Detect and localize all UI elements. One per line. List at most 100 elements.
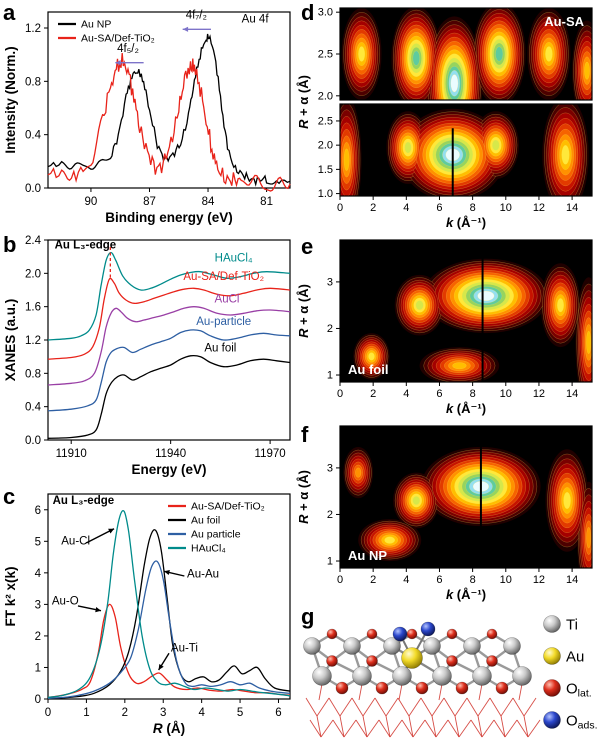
annotation-arrowhead [158, 664, 164, 670]
y-tick-label: 0.4 [25, 130, 42, 142]
x-tick-label: 12 [533, 574, 545, 586]
atom-o-lattice [455, 681, 469, 695]
atom-o-lattice [446, 655, 458, 667]
panel-a-xps-chart: 90 87 84 81 0.0 0.4 0.8 1.2 Binding energy (eV) I… [3, 10, 291, 225]
wireframe-line [389, 719, 403, 738]
atom-o-ads [420, 621, 436, 637]
atom-ti [343, 637, 361, 655]
y-tick-label: 2.0 [25, 268, 41, 280]
annotation-arrowhead [95, 607, 101, 613]
y-tick-label: 0 [35, 694, 41, 706]
axis-title-y: FT k² x(k) [3, 566, 18, 626]
y-tick-label: 2 [35, 631, 41, 643]
annotation-text: AuCl [215, 294, 240, 306]
panel-letter-a: a [3, 0, 16, 25]
wireframe-line [424, 719, 437, 738]
x-tick-label: 0 [337, 574, 343, 586]
x-tick-label: 0 [45, 707, 51, 719]
wireframe-line [470, 719, 483, 738]
contour-level [343, 148, 350, 171]
y-tick-label: 1 [327, 556, 333, 568]
atom-ti [463, 637, 481, 655]
legend-sphere [543, 711, 561, 729]
contour-level [404, 141, 412, 154]
axis-title-x: Binding energy (eV) [105, 210, 233, 225]
panel-g-structure-model: Ti Au Olat. Oads. [303, 615, 598, 738]
series-line-haucl- [47, 510, 291, 699]
y-tick-label: 2.4 [25, 235, 42, 247]
x-tick-label: 11940 [155, 448, 186, 460]
y-tick-label: 0.0 [25, 435, 41, 447]
series-line-au-sa-def-tio- [47, 52, 291, 192]
wireframe-line [339, 697, 353, 717]
axis-title-x: k (Å⁻¹) [446, 215, 486, 230]
map-border [339, 239, 593, 383]
wireframe-line [408, 697, 422, 717]
contour-level [477, 290, 495, 302]
map-label: Au foil [348, 362, 388, 377]
annotation-text: Au L₃-edge [53, 495, 115, 507]
y-tick-label: 1.6 [25, 302, 41, 314]
annotation-arrowhead [115, 60, 121, 66]
y-tick-label: 3 [327, 462, 333, 474]
x-tick-label: 11910 [56, 448, 87, 460]
y-tick-label: 0.0 [25, 183, 41, 195]
wireframe-line [489, 697, 502, 717]
atom-ti [383, 637, 401, 655]
wireframe-line [477, 697, 491, 717]
map-label: Au NP [348, 548, 387, 563]
wireframe-line [523, 715, 529, 738]
panel-letter-g: g [301, 604, 315, 629]
annotation-text: Au-Cl [61, 535, 90, 547]
wireframe-line [431, 715, 437, 738]
wireframe-line [458, 719, 472, 738]
wireframe-line [318, 683, 323, 701]
legend-label: Au [566, 649, 584, 666]
map-border [339, 103, 593, 197]
contour-level [563, 491, 571, 510]
series-line-au-particle [47, 329, 291, 412]
contour-level [368, 352, 375, 361]
map-border [339, 425, 593, 569]
x-tick-label: 6 [436, 202, 442, 214]
x-tick-label: 8 [470, 574, 476, 586]
atom-ti [503, 637, 521, 655]
contour-level [586, 527, 592, 549]
series-line-au-sa-def-tio- [47, 277, 291, 360]
panel-letter-f: f [301, 422, 309, 447]
wireframe-line [527, 719, 541, 738]
axis-title-x: k (Å⁻¹) [446, 401, 486, 416]
axis-title-x: Energy (eV) [131, 462, 206, 477]
x-tick-label: 11970 [255, 448, 286, 460]
x-tick-label: 3 [160, 707, 166, 719]
annotation-text: Au-Au [187, 569, 219, 581]
annotation-text: Au-particle [196, 316, 251, 328]
axis-title-y: R + α (Å) [296, 284, 311, 338]
panel-c-exafs-chart: 0 1 2 3 4 5 6 0 1 2 3 4 5 6 R (Å) FT k² x(k) Au-SA/Def-T… [3, 493, 291, 736]
wireframe-line [518, 683, 523, 701]
wireframe-line [466, 697, 479, 717]
contour-level [412, 495, 421, 506]
x-tick-label: 8 [470, 388, 476, 400]
wavelet-map [340, 240, 592, 382]
annotation-arrowhead [182, 26, 189, 32]
wireframe-line [305, 697, 318, 717]
legend-label: Au-SA/Def-TiO₂ [81, 33, 155, 45]
panel-letter-c: c [3, 484, 16, 509]
wireframe-line [478, 683, 483, 701]
wireframe-line [351, 697, 364, 717]
atom-ti [472, 666, 492, 686]
axis-title-y: XANES (a.u.) [3, 299, 18, 382]
panel-e-wavelet-au-foil: Au foil 3 2 10 2 4 6 8 10 12 14 k (Å⁻¹) R + α (Å) [296, 239, 593, 416]
x-tick-label: 12 [533, 202, 545, 214]
contour-level [495, 46, 504, 62]
legend-sphere [543, 679, 561, 697]
atom-ti [432, 666, 452, 686]
legend-label: Au NP [81, 19, 111, 31]
legend-sphere [543, 647, 561, 665]
wireframe-line [374, 697, 387, 717]
series-line-haucl- [47, 251, 291, 341]
y-tick-label: 1.0 [318, 188, 333, 200]
atom-o-ads [392, 626, 408, 642]
